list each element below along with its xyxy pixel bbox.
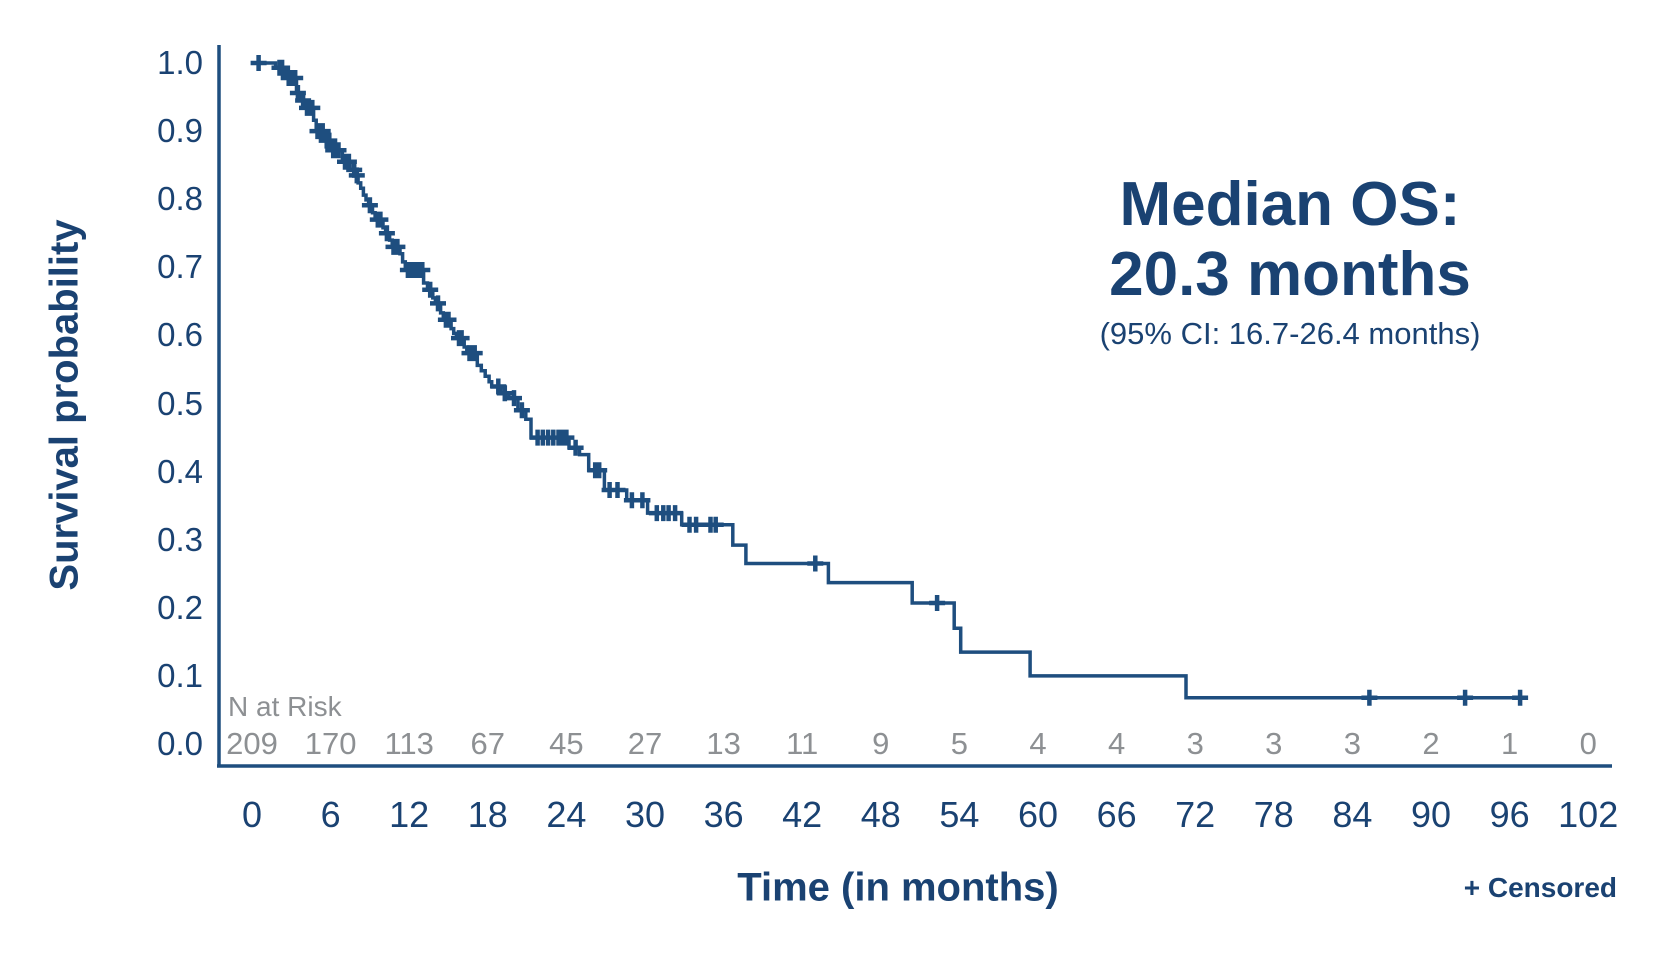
- median-os-line1: Median OS:: [1119, 170, 1461, 239]
- y-tick-label: 0.8: [157, 180, 203, 218]
- censored-legend: + Censored: [1463, 872, 1617, 903]
- risk-count: 11: [786, 726, 819, 761]
- risk-count: 3: [1186, 726, 1204, 761]
- x-tick-label: 12: [389, 794, 430, 835]
- x-axis-title: Time (in months): [737, 865, 1059, 910]
- x-tick-label: 36: [703, 794, 744, 835]
- risk-count: 27: [627, 726, 663, 761]
- risk-count: 170: [304, 726, 357, 761]
- x-tick-label: 78: [1253, 794, 1294, 835]
- x-tick-label: 96: [1489, 794, 1530, 835]
- x-tick-label: 54: [939, 794, 980, 835]
- risk-count: 67: [470, 726, 506, 761]
- y-tick-label: 0.3: [157, 520, 203, 558]
- x-tick-label: 102: [1558, 794, 1619, 835]
- y-tick-label: 0.1: [157, 656, 203, 694]
- x-tick-label: 66: [1096, 794, 1137, 835]
- y-tick-label: 1.0: [157, 44, 203, 81]
- survival-curve: [252, 61, 1527, 700]
- x-tick-label: 60: [1017, 794, 1059, 835]
- risk-count: 9: [872, 726, 890, 761]
- risk-count: 0: [1579, 726, 1597, 761]
- x-tick-label: 24: [546, 794, 587, 835]
- x-tick-label: 84: [1332, 794, 1373, 835]
- x-tick-label: 18: [467, 794, 508, 835]
- risk-count: 1: [1500, 726, 1519, 761]
- x-tick-label: 6: [320, 794, 341, 835]
- risk-count: 3: [1343, 726, 1362, 761]
- y-tick-label: 0.9: [157, 112, 203, 150]
- x-tick-label: 90: [1410, 794, 1452, 835]
- risk-count: 2: [1422, 726, 1440, 761]
- risk-count: 209: [226, 726, 278, 761]
- risk-count: 5: [950, 726, 969, 761]
- y-tick-label: 0.0: [157, 725, 203, 762]
- risk-count: 45: [549, 726, 584, 761]
- y-tick-label: 0.2: [157, 588, 203, 626]
- x-tick-label: 42: [782, 794, 823, 835]
- y-tick-label: 0.4: [157, 452, 203, 490]
- x-tick-label: 30: [624, 794, 666, 835]
- median-os-ci: (95% CI: 16.7-26.4 months): [1099, 316, 1481, 351]
- y-tick-label: 0.5: [157, 384, 203, 422]
- risk-count: 13: [706, 726, 741, 761]
- risk-count: 4: [1107, 726, 1126, 761]
- axis-lines: [217, 45, 1612, 768]
- censor-marks: [250, 55, 1529, 706]
- risk-count: 113: [384, 726, 434, 761]
- median-os-line2: 20.3 months: [1109, 240, 1471, 309]
- x-tick-label: 72: [1175, 794, 1216, 835]
- risk-count: 4: [1029, 726, 1047, 761]
- x-tick-label: 0: [241, 794, 263, 835]
- y-tick-label: 0.7: [157, 248, 203, 286]
- y-tick-label: 0.6: [157, 316, 203, 354]
- x-tick-label: 48: [860, 794, 901, 835]
- y-axis-title: Survival probability: [42, 219, 87, 591]
- n-at-risk-label: N at Risk: [228, 691, 342, 722]
- risk-count: 3: [1265, 726, 1283, 761]
- median-os-annotation: Median OS: 20.3 months (95% CI: 16.7-26.…: [1100, 170, 1481, 354]
